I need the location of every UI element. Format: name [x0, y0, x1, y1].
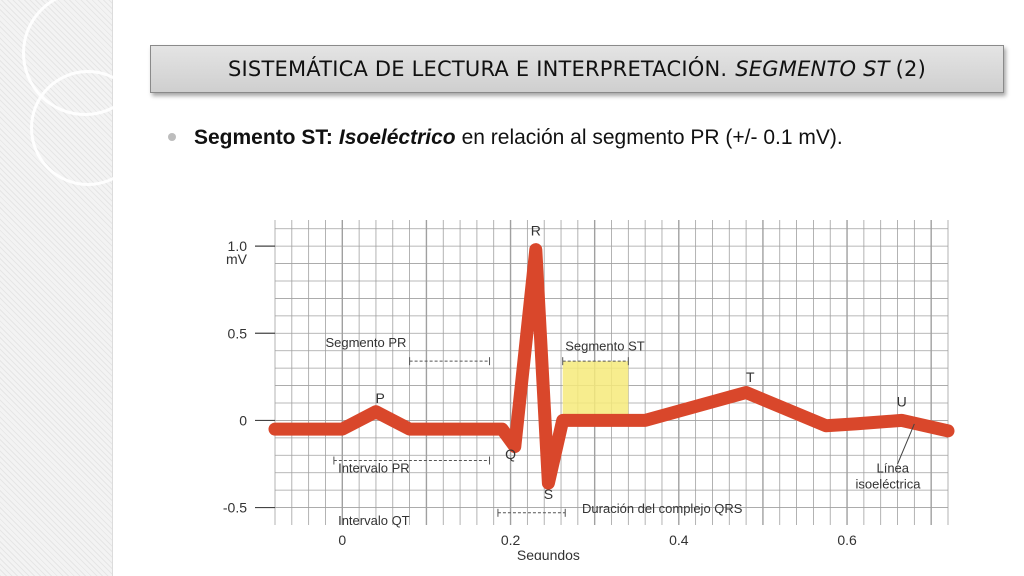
isoelectric-label-line1: Línea: [876, 461, 909, 476]
x-axis-label: Segundos: [517, 547, 580, 560]
segment-st-highlight: [562, 361, 629, 421]
y-axis-label: mV: [226, 251, 248, 267]
y-tick-label: -0.5: [223, 500, 247, 516]
x-tick-label: 0.2: [501, 532, 521, 548]
bullet-emphasis: Isoeléctrico: [338, 126, 456, 149]
wave-label-s: S: [544, 486, 553, 502]
x-tick-label: 0: [338, 532, 346, 548]
slide-title-bar: SISTEMÁTICA DE LECTURA E INTERPRETACIÓN.…: [150, 45, 1004, 93]
wave-label-t: T: [746, 369, 755, 385]
isoelectric-pointer: [897, 423, 915, 465]
slide-title-main: SISTEMÁTICA DE LECTURA E INTERPRETACIÓN.: [228, 57, 728, 81]
wave-label-q: Q: [505, 446, 516, 462]
annotation-intervalo-qt-label: Intervalo QT: [338, 513, 410, 528]
wave-label-p: P: [375, 390, 384, 406]
bullet-point: Segmento ST: Isoeléctrico en relación al…: [168, 126, 1008, 150]
annotation-duraci-n-del-complejo-qrs-label: Duración del complejo QRS: [582, 501, 743, 516]
bullet-text: en relación al segmento PR (+/- 0.1 mV).: [461, 126, 843, 149]
bullet-term: Segmento ST:: [194, 126, 333, 149]
annotation-segmento-pr-label: Segmento PR: [325, 335, 406, 350]
y-tick-label: 0: [239, 412, 247, 428]
isoelectric-label-line2: isoeléctrica: [855, 476, 921, 491]
slide-title-number: (2): [895, 57, 926, 81]
y-tick-label: 1.0: [228, 238, 248, 254]
ecg-trace: [268, 243, 955, 490]
ecg-chart: 1.0 0.5 0 -0.5 mV 0 0.2 0.4 0.6 Segundos P R Q S T U Seg…: [223, 220, 955, 560]
bullet-dot-icon: [168, 133, 176, 141]
y-tick-label: 0.5: [228, 325, 248, 341]
x-tick-label: 0.4: [669, 532, 689, 548]
slide-decoration: [0, 0, 148, 576]
annotation-segmento-st-label: Segmento ST: [565, 339, 645, 354]
wave-label-r: R: [531, 223, 541, 239]
x-tick-label: 0.6: [837, 532, 857, 548]
slide-title-italic: SEGMENTO ST: [735, 57, 890, 81]
wave-label-u: U: [897, 393, 907, 409]
annotation-intervalo-pr-label: Intervalo PR: [338, 461, 410, 476]
